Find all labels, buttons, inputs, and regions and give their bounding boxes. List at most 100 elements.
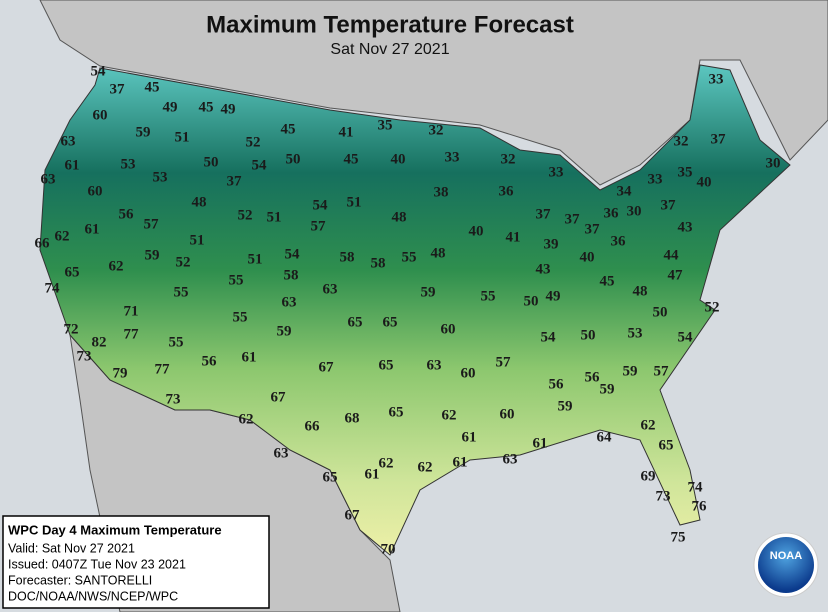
temperature-label: 52	[176, 254, 191, 270]
temperature-label: 50	[524, 293, 539, 309]
temperature-label: 63	[41, 171, 56, 187]
temperature-label: 44	[664, 247, 680, 263]
temperature-label: 63	[282, 294, 297, 310]
temperature-label: 62	[379, 455, 394, 471]
temperature-label: 47	[668, 267, 684, 283]
united-states	[39, 64, 791, 556]
temperature-label: 49	[163, 99, 178, 115]
temperature-label: 36	[604, 205, 620, 221]
canada	[39, 0, 828, 186]
temperature-label: 51	[175, 129, 190, 145]
temperature-label: 56	[585, 369, 601, 385]
temperature-label: 57	[654, 363, 670, 379]
temperature-label: 32	[429, 122, 444, 138]
temperature-label: 62	[418, 459, 433, 475]
temperature-label: 59	[136, 124, 151, 140]
temperature-label: 49	[546, 288, 561, 304]
info-line: DOC/NOAA/NWS/NCEP/WPC	[8, 589, 178, 603]
temperature-label: 67	[319, 359, 335, 375]
temperature-label: 60	[93, 107, 108, 123]
temperature-label: 63	[323, 281, 338, 297]
temperature-label: 40	[580, 249, 595, 265]
temperature-label: 61	[242, 349, 257, 365]
temperature-label: 35	[678, 164, 693, 180]
info-line: Forecaster: SANTORELLI	[8, 573, 152, 587]
temperature-label: 73	[656, 488, 671, 504]
temperature-label: 50	[286, 151, 301, 167]
temperature-label: 65	[389, 404, 404, 420]
temperature-label: 48	[431, 245, 446, 261]
temperature-label: 40	[391, 151, 406, 167]
temperature-label: 63	[274, 445, 289, 461]
temperature-label: 36	[499, 183, 515, 199]
temperature-label: 58	[284, 267, 299, 283]
info-heading: WPC Day 4 Maximum Temperature	[8, 522, 222, 537]
temperature-label: 73	[166, 391, 181, 407]
temperature-label: 60	[441, 321, 456, 337]
temperature-label: 45	[600, 273, 615, 289]
temperature-label: 37	[711, 131, 727, 147]
temperature-label: 60	[461, 365, 476, 381]
temperature-label: 33	[709, 71, 724, 87]
temperature-label: 77	[124, 326, 140, 342]
logo-disc	[758, 537, 814, 593]
temperature-label: 55	[402, 249, 417, 265]
temperature-label: 65	[65, 264, 80, 280]
temperature-label: 71	[124, 303, 139, 319]
temperature-label: 50	[204, 154, 219, 170]
temperature-label: 51	[267, 209, 282, 225]
temperature-label: 59	[145, 247, 160, 263]
temperature-label: 45	[199, 99, 214, 115]
temperature-label: 51	[190, 232, 205, 248]
temperature-label: 66	[35, 235, 51, 251]
temperature-label: 30	[627, 203, 642, 219]
temperature-label: 51	[347, 194, 362, 210]
temperature-label: 40	[697, 174, 712, 190]
temperature-label: 33	[648, 171, 663, 187]
info-box: WPC Day 4 Maximum Temperature Valid: Sat…	[2, 515, 270, 609]
temperature-label: 49	[221, 101, 236, 117]
temperature-label: 62	[109, 258, 124, 274]
temperature-label: 64	[597, 429, 613, 445]
temperature-label: 48	[633, 283, 648, 299]
temperature-label: 61	[533, 435, 548, 451]
temperature-label: 82	[92, 334, 107, 350]
temperature-label: 52	[705, 299, 720, 315]
temperature-label: 56	[549, 376, 565, 392]
temperature-label: 61	[453, 454, 468, 470]
temperature-label: 37	[585, 221, 601, 237]
temperature-label: 61	[65, 157, 80, 173]
temperature-label: 45	[145, 79, 160, 95]
temperature-label: 41	[339, 124, 354, 140]
temperature-label: 79	[113, 365, 128, 381]
temperature-label: 33	[445, 149, 460, 165]
temperature-label: 62	[55, 228, 70, 244]
info-box-frame	[2, 515, 270, 609]
temperature-label: 37	[661, 197, 677, 213]
temperature-label: 69	[641, 468, 656, 484]
temperature-label: 36	[611, 233, 627, 249]
info-line: Valid: Sat Nov 27 2021	[8, 541, 135, 555]
temperature-label: 54	[252, 157, 268, 173]
temperature-label: 37	[536, 206, 552, 222]
temperature-label: 74	[45, 280, 61, 296]
temperature-label: 62	[442, 407, 457, 423]
temperature-label: 43	[678, 219, 693, 235]
temperature-label: 52	[246, 134, 261, 150]
temperature-label: 55	[229, 272, 244, 288]
temperature-label: 60	[88, 183, 103, 199]
temperature-label: 55	[233, 309, 248, 325]
temperature-label: 54	[541, 329, 557, 345]
temperature-label: 62	[641, 417, 656, 433]
temperature-label: 61	[85, 221, 100, 237]
temperature-label: 61	[462, 429, 477, 445]
temperature-label: 63	[503, 451, 518, 467]
temperature-label: 55	[481, 288, 496, 304]
temperature-label: 41	[506, 229, 521, 245]
info-line: Issued: 0407Z Tue Nov 23 2021	[8, 557, 186, 571]
temperature-label: 56	[119, 206, 135, 222]
temperature-label: 48	[392, 209, 407, 225]
temperature-label: 74	[688, 479, 704, 495]
temperature-label: 58	[371, 255, 386, 271]
